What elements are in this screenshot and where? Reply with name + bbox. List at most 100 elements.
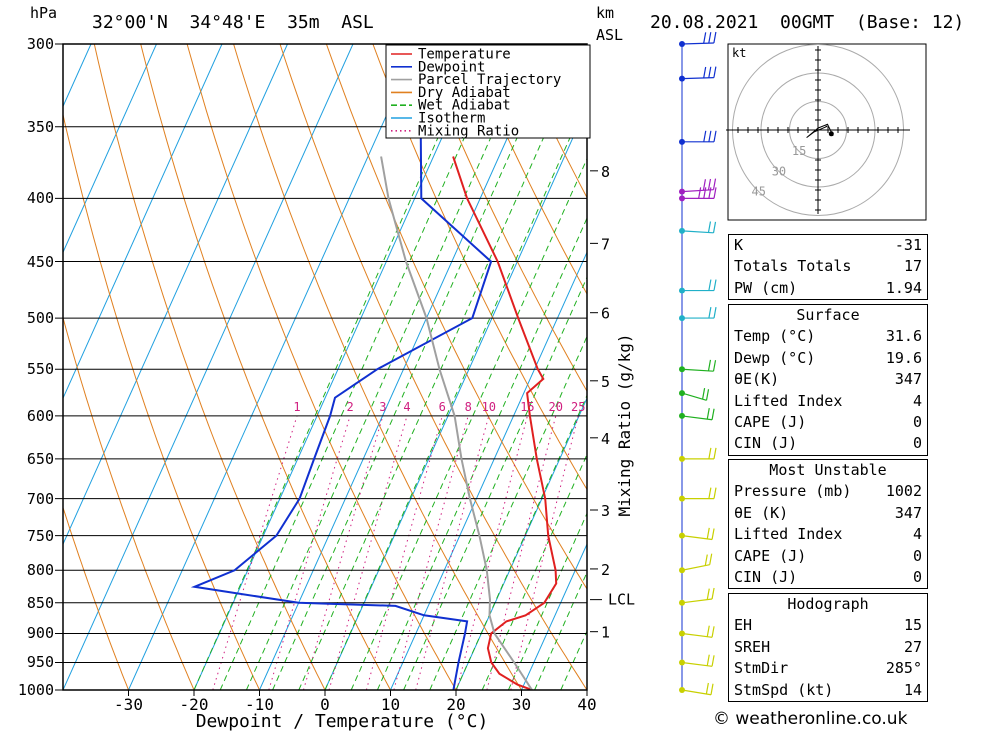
wind-barb-flag — [713, 66, 717, 78]
hodograph-units: kt — [732, 46, 746, 60]
wind-barb-dot — [679, 75, 685, 82]
mixing-ratio-tick-label: 20 — [549, 400, 563, 414]
isotherm-line — [128, 44, 419, 690]
lcl-label: LCL — [608, 591, 635, 609]
table-title: Most Unstable — [769, 461, 887, 479]
wind-barb-flag — [712, 221, 717, 233]
wind-barb-dot — [679, 567, 685, 574]
wind-barb-flag — [702, 388, 706, 400]
index-row: K -31 — [729, 235, 927, 256]
wind-barb-dot — [679, 659, 685, 666]
index-label: θE(K) — [734, 370, 780, 389]
hodograph-ring-label: 15 — [792, 144, 806, 158]
dry-adiabat-line — [465, 44, 587, 296]
isotherm-line — [63, 44, 354, 690]
index-label: Lifted Index — [734, 391, 843, 410]
mixing-ratio-tick-label: 15 — [520, 400, 534, 414]
wind-barb-dot — [679, 599, 685, 606]
wet-adiabat-line — [507, 512, 587, 690]
index-value: 15 — [903, 616, 922, 635]
x-tick-label: 0 — [320, 695, 330, 714]
index-value: 1.94 — [885, 278, 922, 297]
wind-barb-dot — [679, 390, 685, 397]
wind-barb-flag — [708, 306, 712, 319]
wind-barb — [679, 388, 710, 401]
mixing-ratio-tick-label: 3 — [379, 400, 386, 414]
mixing-ratio-tick-label: 10 — [482, 400, 496, 414]
wind-barb-flag — [707, 359, 712, 371]
wind-barb-flag — [698, 187, 702, 199]
datetime-title: 20.08.2021 00GMT (Base: 12) — [650, 12, 965, 33]
wind-barb-dot — [679, 366, 685, 373]
km-tick-label: 1 — [601, 624, 610, 642]
dry-adiabat-line — [63, 315, 195, 690]
wind-barb-flag — [706, 625, 710, 637]
index-value: 17 — [903, 257, 922, 276]
wind-barb-dot — [679, 532, 685, 539]
wind-barb-shaft — [681, 632, 713, 638]
wind-barb-flag — [702, 179, 707, 191]
index-value: 347 — [894, 503, 922, 522]
most-unstable-table: Most Unstable Pressure (mb) 1002 θE (K) 347 L… — [728, 459, 928, 590]
wind-barb — [679, 187, 717, 202]
asl-units-label: ASL — [596, 26, 624, 44]
wind-barb-dot — [679, 195, 685, 202]
index-row: Temp (°C) 31.6 — [729, 326, 927, 347]
km-tick-label: 3 — [601, 502, 610, 520]
mixing-ratio-line — [365, 415, 443, 690]
wind-barb-dot — [679, 412, 685, 419]
wind-barb — [679, 654, 715, 667]
wind-barb-flag — [712, 360, 717, 372]
wind-barb — [679, 408, 715, 421]
pressure-tick-label: 850 — [26, 593, 54, 612]
wind-barb-flag — [707, 221, 712, 233]
series-line-parcel-trajectory — [380, 156, 533, 690]
wind-barb-flag — [705, 682, 709, 695]
index-label: PW (cm) — [734, 278, 798, 297]
x-tick-label: 40 — [577, 695, 596, 714]
pressure-units-label: hPa — [30, 4, 58, 22]
wind-barb-flag — [705, 389, 710, 401]
hodograph: 15 30 45 kt — [726, 43, 927, 221]
isotherm-line — [259, 44, 550, 690]
location-title: 32°00'N 34°48'E 35m ASL — [92, 12, 374, 33]
wind-barb — [679, 447, 717, 462]
dry-adiabat-line — [372, 44, 587, 491]
wind-barb — [679, 279, 717, 294]
wind-barb-dot — [679, 138, 685, 145]
wind-barb-flag — [713, 187, 717, 199]
index-label: SREH — [734, 637, 771, 656]
table-title: Hodograph — [787, 595, 869, 613]
wind-barb — [679, 487, 717, 502]
isotherm-line — [63, 44, 223, 400]
x-tick-label: 30 — [512, 695, 531, 714]
wet-adiabat-line — [534, 571, 587, 690]
pressure-tick-label: 550 — [26, 360, 54, 379]
x-tick-label: 20 — [446, 695, 465, 714]
wind-barb-flag — [708, 487, 712, 499]
legend-entry: Dewpoint — [418, 59, 485, 75]
km-tick-label: 2 — [601, 561, 610, 579]
isotherm-line — [324, 105, 587, 690]
wind-barb — [679, 31, 717, 47]
km-tick-label: 8 — [601, 163, 610, 181]
km-tick-label: 7 — [601, 235, 610, 253]
legend-entry: Isotherm — [418, 111, 485, 127]
wind-barb-flag — [706, 527, 710, 539]
index-label: Temp (°C) — [734, 327, 816, 346]
index-row: CAPE (J) 0 — [729, 546, 927, 567]
wind-barb-flag — [713, 447, 717, 459]
wind-barb-flag — [707, 178, 712, 191]
wind-barb-shaft — [681, 230, 714, 234]
hodograph-ring-label: 45 — [752, 184, 766, 198]
wind-barb-dot — [679, 455, 685, 462]
index-row: PW (cm) 1.94 — [729, 278, 927, 299]
x-tick-label: 10 — [381, 695, 400, 714]
index-row: StmDir 285° — [729, 658, 927, 679]
index-row: CIN (J) 0 — [729, 567, 927, 588]
wind-barb — [679, 553, 713, 574]
wind-barb-shaft — [681, 535, 713, 541]
pressure-tick-label: 900 — [26, 624, 54, 643]
